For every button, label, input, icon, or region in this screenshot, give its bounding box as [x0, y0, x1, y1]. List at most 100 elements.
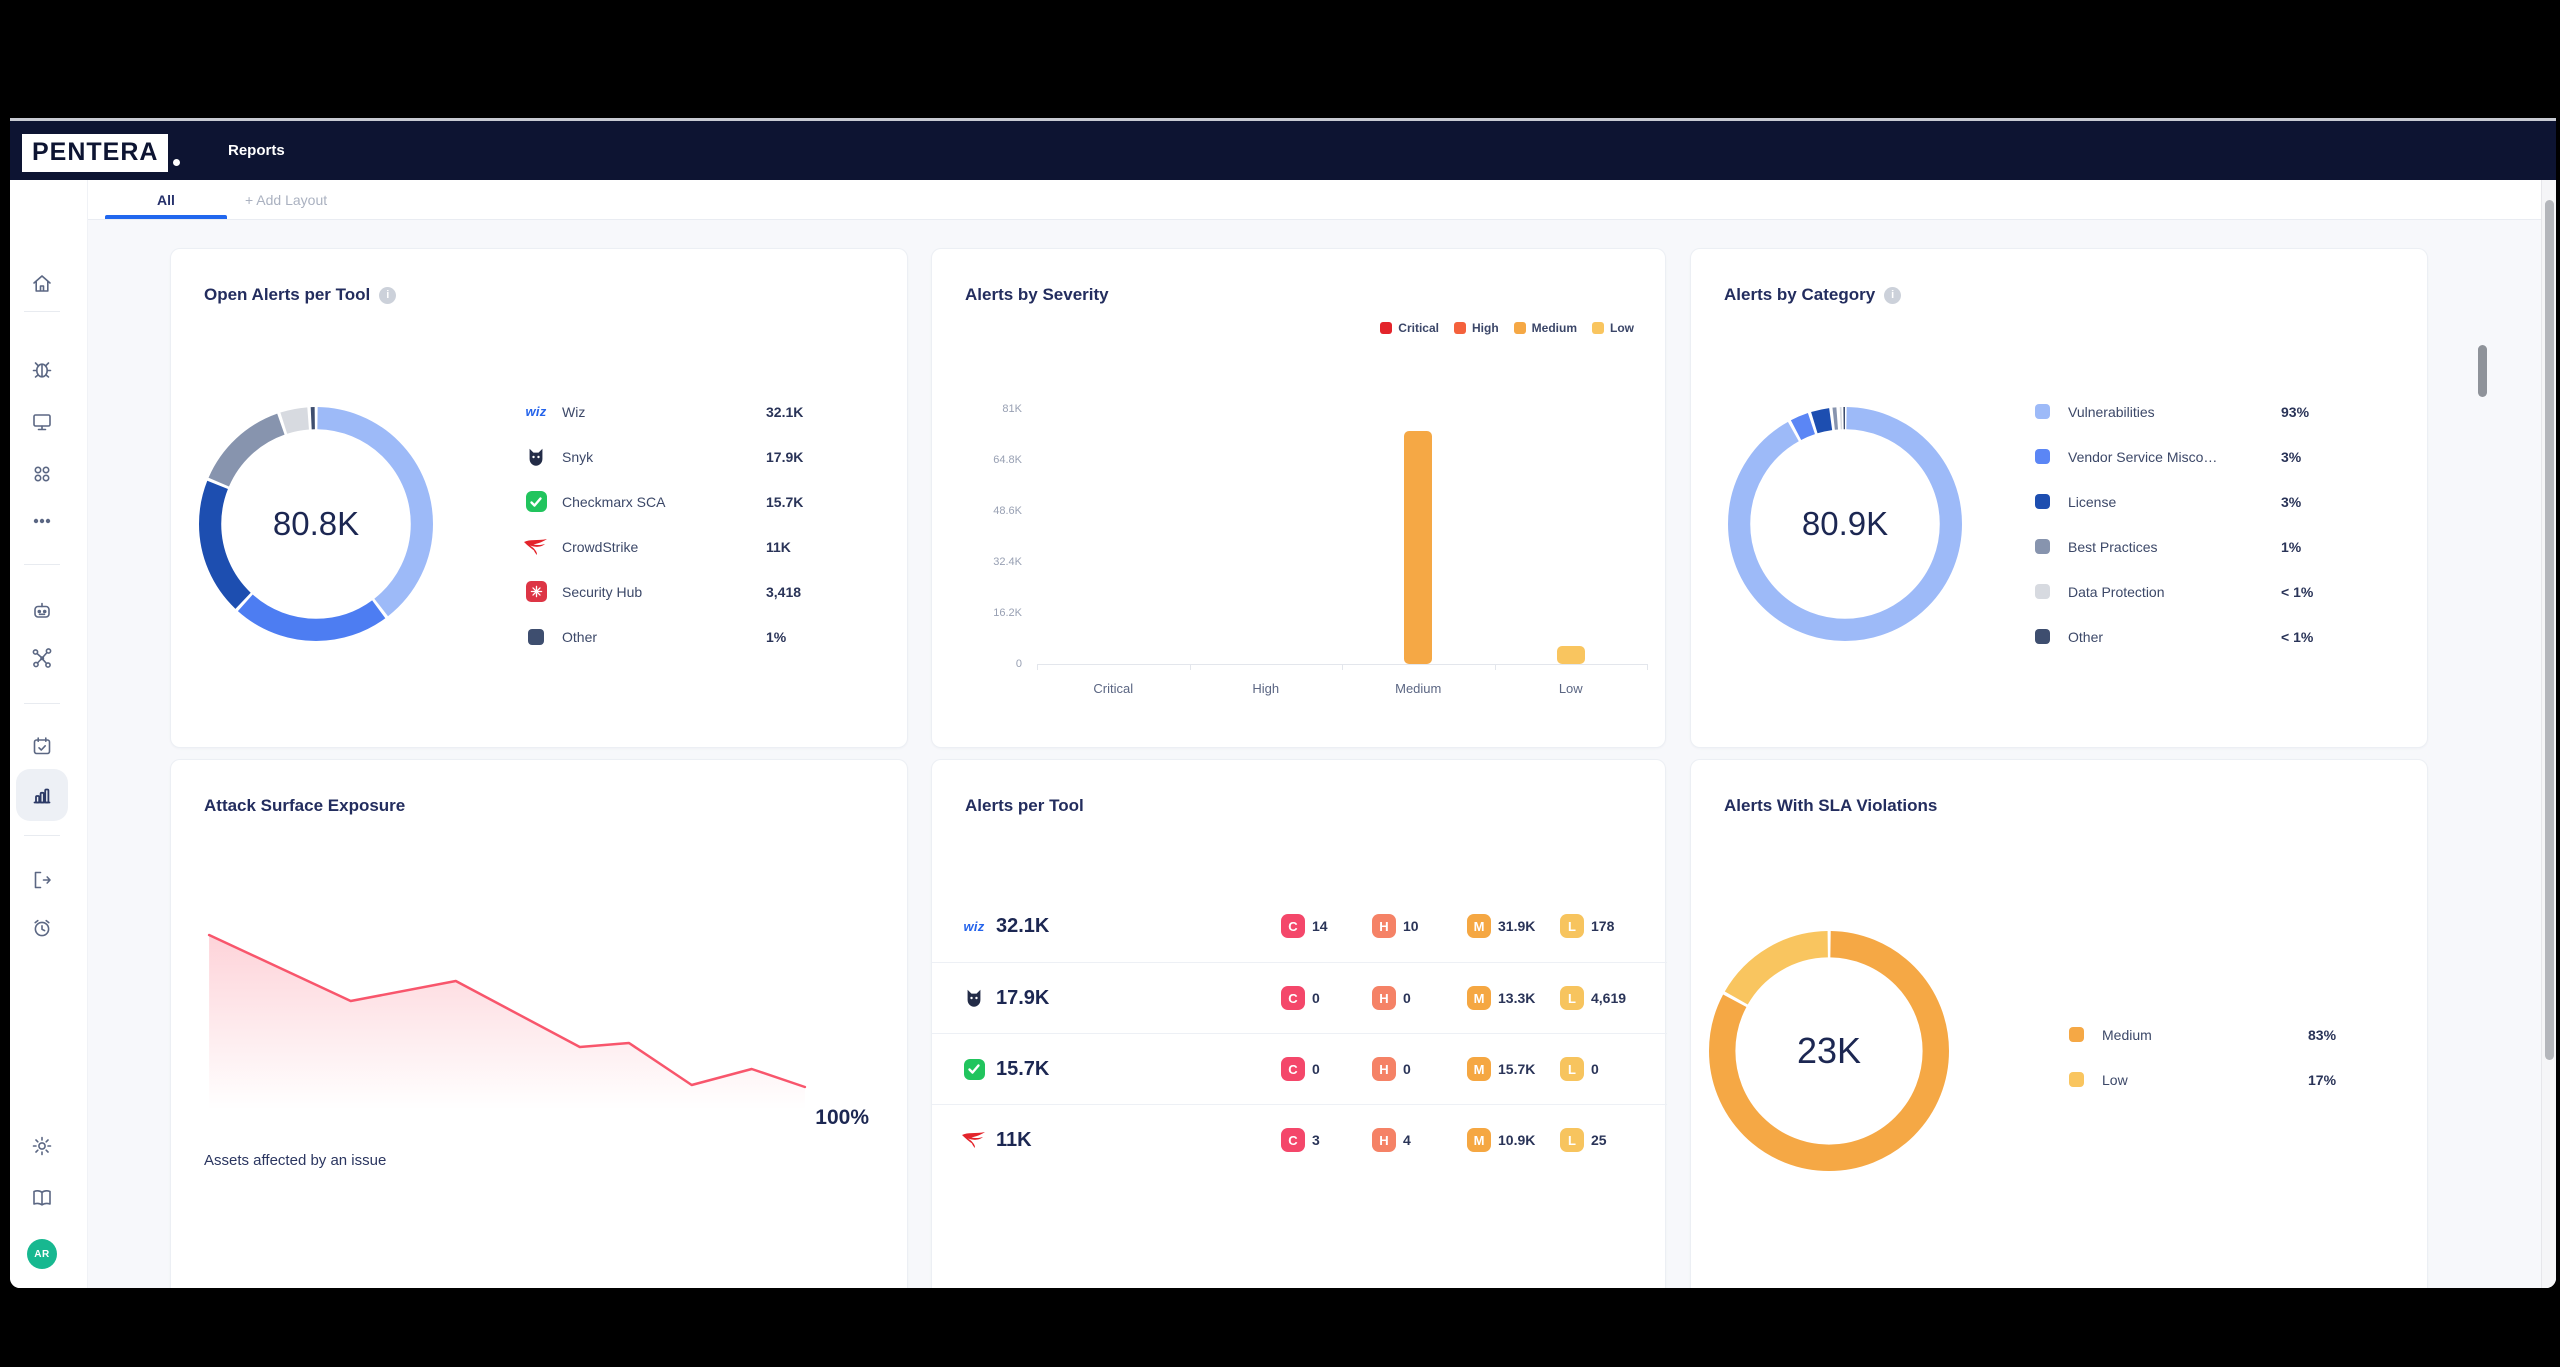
window-scrollbar-thumb[interactable]: [2545, 200, 2554, 1060]
card-title-text: Alerts With SLA Violations: [1724, 796, 1938, 815]
snyk-logo-icon: [529, 448, 543, 466]
severity-count-group: M 15.7K: [1467, 1034, 1535, 1104]
legend-label: Medium: [2102, 1026, 2152, 1043]
severity-count: 178: [1591, 918, 1615, 934]
severity-badge-c: C: [1281, 1128, 1305, 1152]
severity-legend-item: Low: [1592, 321, 1634, 335]
book-icon: [33, 1190, 51, 1206]
alarm-clock-icon: [34, 919, 50, 937]
legend-value: 3%: [2281, 448, 2302, 465]
sidebar-item-docs[interactable]: [20, 1176, 64, 1220]
legend-value: 15.7K: [766, 493, 804, 510]
open-alerts-legend: wiz Wiz 32.1K Snyk 17.9K Checkmarx SCA 15.7K Cr…: [523, 389, 873, 659]
tool-row-wiz[interactable]: wiz 32.1K C 14 H 10 M 31.9K L 178: [932, 891, 1667, 961]
bug-icon: [32, 362, 52, 378]
y-axis-tick-label: 32.4K: [993, 556, 1022, 568]
add-layout-button[interactable]: + Add Layout: [245, 192, 328, 208]
apps-grid-icon: [34, 466, 50, 482]
severity-legend: Critical High Medium Low: [1380, 321, 1634, 335]
tool-row-checkmarx-sca[interactable]: 15.7K C 0 H 0 M 15.7K L 0: [932, 1033, 1667, 1104]
card-title-text: Alerts by Severity: [965, 285, 1109, 304]
area-fill: [209, 935, 805, 1110]
legend-swatch: [2034, 539, 2050, 554]
window-scrollbar-track[interactable]: [2541, 180, 2556, 1288]
sidebar-divider: [24, 703, 60, 704]
card-alerts-with-sla-violations: Alerts With SLA Violations 23K Medium 83%…: [1690, 759, 2428, 1288]
legend-label: Snyk: [562, 448, 594, 465]
tool-row-crowdstrike[interactable]: 11K C 3 H 4 M 10.9K L 25: [932, 1104, 1667, 1175]
card-title-text: Alerts per Tool: [965, 796, 1084, 815]
tool-row-snyk[interactable]: 17.9K C 0 H 0 M 13.3K L 4,619: [932, 962, 1667, 1033]
page-title: Reports: [228, 142, 285, 159]
y-axis-tick-label: 0: [1015, 658, 1022, 670]
severity-count: 31.9K: [1498, 918, 1536, 934]
legend-row: Other < 1%: [2029, 614, 2399, 659]
tab-all[interactable]: All: [157, 192, 175, 208]
user-avatar[interactable]: AR: [27, 1239, 57, 1269]
severity-badge-m: M: [1467, 1128, 1491, 1152]
donut-total: 80.8K: [272, 505, 360, 542]
legend-row: Snyk 17.9K: [523, 434, 873, 479]
legend-row: Best Practices 1%: [2029, 524, 2399, 569]
donut-segment-vulnerabilities: [1728, 407, 1962, 641]
sidebar-item-schedule[interactable]: [20, 724, 64, 768]
sidebar-item-attack-paths[interactable]: [20, 636, 64, 680]
info-icon[interactable]: i: [379, 286, 397, 304]
sidebar-item-assets[interactable]: [20, 400, 64, 444]
dashboard: Open Alerts per Tool i 80.8K wiz Wiz 32.1K…: [88, 220, 2556, 1288]
severity-count: 4: [1403, 1132, 1411, 1148]
severity-count-group: L 178: [1560, 891, 1614, 961]
sidebar-divider: [24, 311, 60, 312]
donut-segment-medium: [1709, 931, 1949, 1171]
sidebar-item-home[interactable]: [20, 262, 64, 306]
sidebar-item-scheduler-clock[interactable]: [20, 906, 64, 950]
legend-row: License 3%: [2029, 479, 2399, 524]
sidebar-item-settings[interactable]: [20, 1124, 64, 1168]
panel-scrollbar-thumb[interactable]: [2478, 345, 2487, 397]
severity-count: 13.3K: [1498, 990, 1536, 1006]
card-title: Alerts per Tool: [965, 796, 1084, 816]
info-icon[interactable]: i: [1884, 286, 1902, 304]
severity-count-group: C 14: [1281, 891, 1328, 961]
severity-count: 4,619: [1591, 990, 1627, 1006]
sidebar-item-vulnerabilities[interactable]: [20, 347, 64, 391]
sidebar-item-more[interactable]: [20, 499, 64, 543]
sidebar-item-bot[interactable]: [20, 589, 64, 633]
legend-label: Other: [2068, 628, 2104, 645]
legend-value: 1%: [2281, 538, 2302, 555]
legend-label: CrowdStrike: [562, 538, 639, 555]
legend-value: 3,418: [766, 583, 802, 600]
sidebar-item-logout[interactable]: [20, 858, 64, 902]
exposure-area-chart: [197, 910, 871, 1110]
sidebar-item-apps[interactable]: [20, 452, 64, 496]
legend-row: Low 17%: [2063, 1057, 2393, 1102]
card-title: Attack Surface Exposure: [204, 796, 405, 816]
severity-legend-swatch: [1592, 322, 1604, 334]
pentera-logo: PENTERA: [22, 128, 181, 172]
crowdstrike-logo-icon: [962, 1132, 985, 1148]
legend-label: Wiz: [562, 403, 586, 420]
severity-badge-h: H: [1372, 1128, 1396, 1152]
category-donut-chart: 80.9K: [1728, 407, 1962, 641]
severity-count: 0: [1312, 1061, 1320, 1077]
legend-label: Data Protection: [2068, 583, 2165, 600]
x-axis-category-label: Critical: [1093, 681, 1134, 696]
snyk-logo-icon: [967, 989, 981, 1007]
sidebar-item-reports[interactable]: [20, 773, 64, 817]
severity-count-group: M 10.9K: [1467, 1105, 1535, 1175]
wiz-logo-icon: wiz: [525, 404, 547, 419]
x-axis-tick: [1037, 664, 1038, 670]
x-axis-category-label: High: [1252, 681, 1280, 696]
severity-badge-l: L: [1560, 914, 1584, 938]
severity-badge-m: M: [1467, 986, 1491, 1010]
legend-row: Checkmarx SCA 15.7K: [523, 479, 873, 524]
severity-legend-swatch: [1453, 322, 1466, 334]
severity-count: 15.7K: [1498, 1061, 1536, 1077]
legend-value: < 1%: [2281, 583, 2314, 600]
tool-total: 11K: [996, 1128, 1032, 1151]
severity-count: 0: [1312, 990, 1320, 1006]
severity-badge-c: C: [1281, 1057, 1305, 1081]
